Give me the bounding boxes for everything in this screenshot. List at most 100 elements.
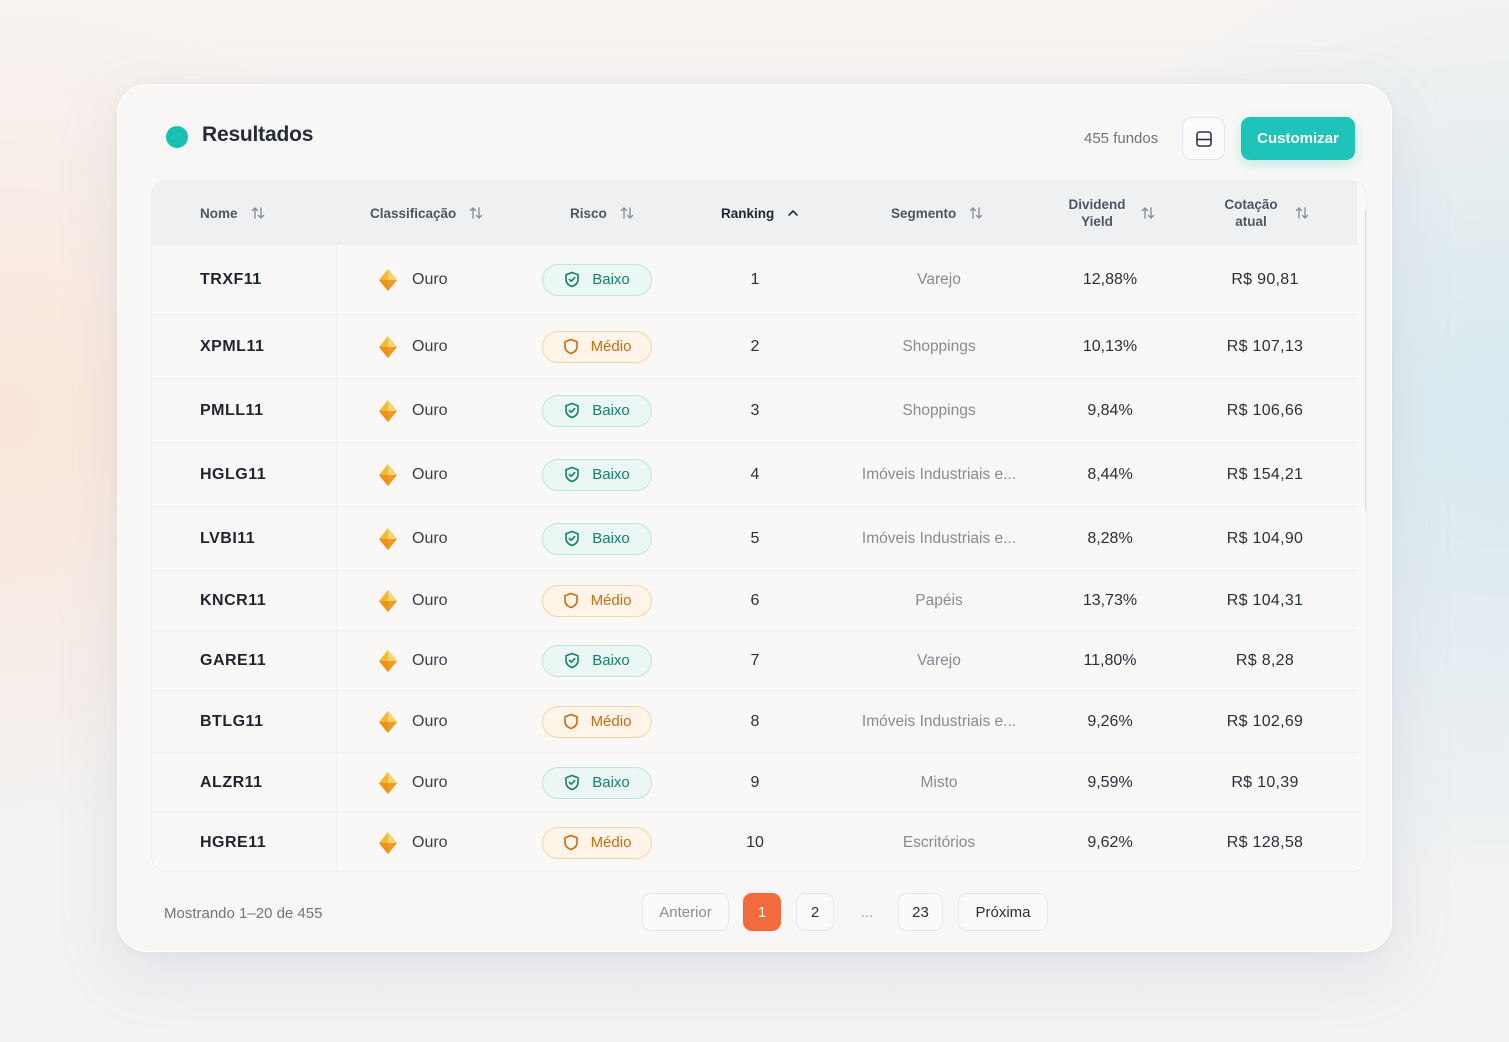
dividend-yield-value: 9,62%	[1087, 833, 1133, 851]
risk-cell: Médio	[542, 571, 652, 630]
gold-gem-icon	[378, 831, 398, 855]
classification-cell: Ouro	[378, 443, 448, 506]
risk-badge: Baixo	[542, 458, 652, 491]
column-header-classificacao[interactable]: Classificação	[370, 181, 484, 245]
column-header-dividend-yield[interactable]: Dividend Yield	[1066, 181, 1156, 245]
shield-icon	[564, 271, 592, 288]
risk-label: Médio	[590, 592, 632, 609]
shield-icon	[564, 402, 592, 419]
next-page-button[interactable]: Próxima	[958, 893, 1048, 931]
pagination-ellipsis: ...	[860, 903, 874, 921]
dividend-yield-value: 9,26%	[1087, 712, 1133, 730]
classification-label: Ouro	[412, 712, 448, 730]
table-row[interactable]: PMLL11 Ouro Baixo 3 Shoppings 9,84% R$ 106,66	[152, 379, 1357, 443]
price-value: R$ 102,69	[1226, 712, 1304, 730]
chevron-up-icon	[786, 206, 800, 220]
column-header-nome[interactable]: Nome	[200, 181, 266, 245]
page-2-button[interactable]: 2	[796, 893, 834, 931]
sort-icon	[468, 205, 484, 221]
classification-label: Ouro	[412, 591, 448, 609]
page-23-button[interactable]: 23	[898, 893, 943, 931]
shield-icon	[564, 466, 592, 483]
table-row[interactable]: LVBI11 Ouro Baixo 5 Imóveis Industriais e...…	[152, 507, 1357, 571]
shield-icon	[564, 652, 592, 669]
sort-icon	[968, 205, 984, 221]
fund-name[interactable]: HGRE11	[200, 833, 267, 851]
page-1-button[interactable]: 1	[743, 893, 781, 931]
risk-badge: Baixo	[542, 522, 652, 555]
risk-cell: Baixo	[542, 631, 652, 690]
column-divider	[336, 507, 337, 570]
previous-page-button[interactable]: Anterior	[642, 893, 729, 931]
risk-cell: Baixo	[542, 245, 652, 314]
sort-icon	[250, 205, 266, 221]
segment-value: Varejo	[917, 651, 961, 669]
column-divider	[336, 379, 337, 442]
fund-name[interactable]: LVBI11	[200, 529, 256, 547]
table-row[interactable]: GARE11 Ouro Baixo 7 Varejo 11,80% R$ 8,28	[152, 631, 1357, 691]
classification-cell: Ouro	[378, 315, 448, 378]
risk-cell: Médio	[542, 691, 652, 752]
shield-icon	[563, 338, 591, 355]
risk-badge: Baixo	[542, 394, 652, 427]
fund-name[interactable]: TRXF11	[200, 270, 262, 288]
table-scrollbar[interactable]	[1365, 209, 1366, 511]
classification-cell: Ouro	[378, 507, 448, 570]
table-row[interactable]: TRXF11 Ouro Baixo 1 Varejo 12,88% R$ 90,81	[152, 245, 1357, 315]
table-row[interactable]: KNCR11 Ouro Médio 6 Papéis 13,73% R$ 104,31	[152, 571, 1357, 631]
classification-cell: Ouro	[378, 813, 448, 871]
risk-cell: Médio	[542, 813, 652, 871]
gold-gem-icon	[378, 649, 398, 673]
fund-name[interactable]: KNCR11	[200, 591, 267, 609]
price-value: R$ 90,81	[1231, 270, 1299, 288]
pagination-summary: Mostrando 1–20 de 455	[164, 905, 323, 922]
customize-button[interactable]: Customizar	[1241, 117, 1355, 160]
classification-label: Ouro	[412, 401, 448, 419]
fund-name[interactable]: XPML11	[200, 337, 265, 355]
dividend-yield-value: 8,28%	[1087, 529, 1133, 547]
table-row[interactable]: ALZR11 Ouro Baixo 9 Misto 9,59% R$ 10,39	[152, 753, 1357, 813]
gold-gem-icon	[378, 589, 398, 613]
classification-label: Ouro	[412, 773, 448, 791]
price-value: R$ 107,13	[1226, 337, 1304, 355]
gold-gem-icon	[378, 463, 398, 487]
column-header-segmento[interactable]: Segmento	[891, 181, 984, 245]
sort-icon	[1294, 205, 1310, 221]
column-divider	[336, 245, 337, 314]
table-row[interactable]: XPML11 Ouro Médio 2 Shoppings 10,13% R$ 107,13	[152, 315, 1357, 379]
segment-value: Misto	[920, 773, 958, 791]
fund-name[interactable]: BTLG11	[200, 712, 264, 730]
classification-label: Ouro	[412, 337, 448, 355]
fund-name[interactable]: GARE11	[200, 651, 267, 669]
gold-gem-icon	[378, 335, 398, 359]
column-divider	[336, 315, 337, 378]
segment-value: Imóveis Industriais e...	[861, 529, 1017, 547]
ranking-value: 7	[750, 651, 760, 669]
fund-name[interactable]: ALZR11	[200, 773, 263, 791]
fund-name[interactable]: PMLL11	[200, 401, 264, 419]
risk-badge: Médio	[542, 330, 652, 363]
classification-cell: Ouro	[378, 245, 448, 314]
segment-value: Varejo	[917, 270, 961, 288]
column-header-risco[interactable]: Risco	[570, 181, 635, 245]
classification-label: Ouro	[412, 465, 448, 483]
table-row[interactable]: HGLG11 Ouro Baixo 4 Imóveis Industriais e...…	[152, 443, 1357, 507]
results-card: Resultados 455 fundos Customizar Nome Cl…	[117, 84, 1392, 952]
layout-toggle-button[interactable]	[1182, 117, 1225, 160]
column-label: Segmento	[891, 205, 957, 221]
dividend-yield-value: 12,88%	[1082, 270, 1138, 288]
shield-icon	[563, 834, 591, 851]
classification-label: Ouro	[412, 833, 448, 851]
table-row[interactable]: BTLG11 Ouro Médio 8 Imóveis Industriais e...…	[152, 691, 1357, 753]
segment-value: Imóveis Industriais e...	[861, 465, 1017, 483]
segment-value: Imóveis Industriais e...	[861, 712, 1017, 730]
fund-name[interactable]: HGLG11	[200, 465, 267, 483]
shield-icon	[563, 713, 591, 730]
classification-cell: Ouro	[378, 753, 448, 812]
ranking-value: 1	[750, 270, 760, 288]
column-header-ranking[interactable]: Ranking	[721, 181, 800, 245]
risk-label: Médio	[590, 834, 632, 851]
table-header: Nome Classificação Risco Ranking Segment…	[152, 181, 1357, 245]
table-row[interactable]: HGRE11 Ouro Médio 10 Escritórios 9,62% R$ 128,…	[152, 813, 1357, 871]
column-header-cotacao[interactable]: Cotação atual	[1220, 181, 1310, 245]
